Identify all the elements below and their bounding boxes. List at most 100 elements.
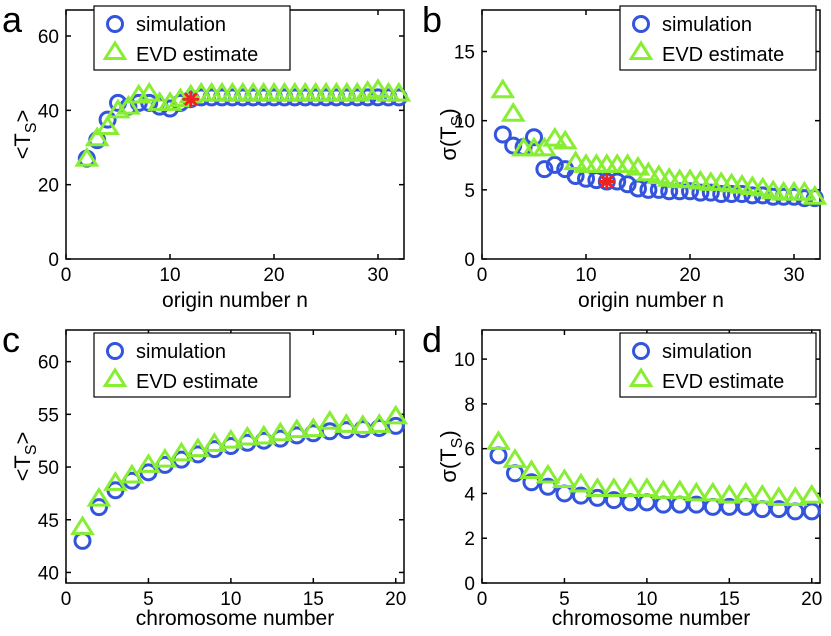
data-point-evd bbox=[168, 441, 194, 462]
data-point-evd bbox=[683, 481, 709, 502]
legend-marker-evd bbox=[102, 367, 128, 387]
data-point-evd bbox=[136, 81, 162, 102]
data-point-simulation bbox=[89, 498, 108, 517]
y-tick-label: 2 bbox=[464, 529, 475, 550]
data-point-evd bbox=[749, 483, 775, 504]
data-point-simulation bbox=[525, 128, 543, 147]
data-point-evd bbox=[218, 428, 244, 449]
x-tick-label: 5 bbox=[143, 589, 154, 610]
y-tick-label: 40 bbox=[38, 563, 59, 584]
y-axis-label: <TS> bbox=[10, 110, 40, 160]
data-point-evd bbox=[502, 448, 528, 468]
x-tick-label: 0 bbox=[61, 265, 72, 286]
data-point-evd bbox=[568, 472, 594, 493]
data-point-simulation bbox=[386, 416, 405, 435]
y-tick-label: 0 bbox=[464, 574, 475, 595]
series-evd-estimate bbox=[74, 78, 412, 167]
y-tick-label: 5 bbox=[464, 181, 475, 202]
y-tick-label: 55 bbox=[38, 405, 59, 426]
data-point-evd bbox=[185, 437, 211, 458]
x-tick-label: 10 bbox=[575, 265, 596, 286]
highlight-star bbox=[598, 173, 616, 191]
data-point-evd bbox=[70, 515, 95, 536]
x-tick-label: 0 bbox=[477, 589, 488, 610]
data-point-simulation bbox=[736, 497, 755, 516]
y-tick-label: 60 bbox=[38, 27, 59, 48]
y-tick-label: 10 bbox=[454, 112, 475, 133]
data-point-simulation bbox=[722, 184, 741, 203]
x-tick-label: 5 bbox=[559, 589, 570, 610]
data-point-simulation bbox=[588, 488, 607, 507]
x-tick-label: 10 bbox=[220, 589, 241, 610]
x-tick-label: 30 bbox=[367, 265, 388, 286]
data-point-evd bbox=[646, 164, 672, 184]
highlight-star bbox=[182, 90, 200, 108]
x-axis-label: origin number n bbox=[578, 289, 724, 312]
y-tick-label: 8 bbox=[464, 395, 475, 416]
x-tick-label: 0 bbox=[477, 265, 488, 286]
data-point-evd bbox=[84, 126, 110, 147]
legend-label-simulation: simulation bbox=[662, 341, 752, 363]
data-point-simulation bbox=[654, 495, 673, 514]
data-point-evd bbox=[365, 78, 391, 98]
data-point-evd bbox=[386, 81, 412, 102]
data-point-simulation bbox=[621, 493, 640, 512]
legend-marker-simulation bbox=[632, 342, 650, 360]
data-point-evd bbox=[383, 404, 409, 425]
data-point-simulation bbox=[802, 502, 821, 521]
legend: simulation EVD estimate bbox=[93, 5, 291, 71]
y-axis-label: σ(TS) bbox=[436, 430, 466, 482]
data-point-simulation bbox=[618, 175, 637, 194]
panel-label-c: c bbox=[2, 319, 20, 360]
data-point-evd bbox=[552, 129, 578, 150]
data-point-evd bbox=[542, 126, 568, 147]
data-point-evd bbox=[650, 479, 676, 500]
data-point-evd bbox=[115, 94, 141, 115]
y-tick-label: 60 bbox=[38, 353, 59, 374]
panel-a: a 0 10 20 30 0 20 40 60 origin number n <TS> simula… bbox=[2, 0, 412, 312]
data-point-evd bbox=[486, 430, 511, 450]
data-point-evd bbox=[563, 150, 589, 171]
x-tick-label: 20 bbox=[679, 265, 700, 286]
x-tick-label: 10 bbox=[159, 265, 180, 286]
data-point-evd bbox=[625, 155, 651, 176]
data-point-simulation bbox=[604, 491, 623, 510]
data-point-simulation bbox=[687, 495, 706, 514]
data-point-evd bbox=[74, 146, 100, 167]
data-point-evd bbox=[799, 483, 825, 504]
data-point-evd bbox=[333, 413, 359, 433]
x-tick-label: 20 bbox=[263, 265, 284, 286]
data-point-simulation bbox=[786, 502, 805, 521]
data-point-simulation bbox=[703, 497, 722, 516]
legend: simulation EVD estimate bbox=[619, 332, 817, 398]
data-point-evd bbox=[519, 459, 544, 480]
panel-c: c 0 5 10 15 20 40 45 50 55 60 chromosome number <TS>… bbox=[2, 319, 409, 630]
legend-label-evd: EVD estimate bbox=[136, 371, 258, 393]
data-point-evd bbox=[95, 115, 121, 136]
data-point-evd bbox=[284, 418, 310, 439]
data-point-evd bbox=[531, 136, 557, 157]
data-point-evd bbox=[791, 180, 817, 201]
x-tick-label: 15 bbox=[303, 589, 324, 610]
panel-label-d: d bbox=[422, 319, 442, 360]
x-tick-label: 30 bbox=[783, 265, 804, 286]
x-tick-label: 15 bbox=[719, 589, 740, 610]
series-evd-estimate bbox=[486, 430, 825, 506]
data-point-evd bbox=[750, 176, 776, 197]
x-axis-label: chromosome number bbox=[552, 607, 750, 630]
y-tick-label: 4 bbox=[464, 484, 475, 505]
data-point-evd bbox=[766, 486, 792, 506]
data-point-evd bbox=[136, 453, 161, 473]
y-tick-label: 45 bbox=[38, 511, 59, 532]
x-axis-label: chromosome number bbox=[136, 607, 334, 630]
data-point-evd bbox=[103, 471, 128, 491]
data-point-simulation bbox=[637, 493, 656, 512]
legend-label-evd: EVD estimate bbox=[662, 44, 784, 66]
x-tick-label: 10 bbox=[636, 589, 657, 610]
data-point-evd bbox=[490, 78, 516, 99]
data-point-evd bbox=[601, 477, 627, 497]
x-tick-label: 20 bbox=[385, 589, 406, 610]
legend-marker-simulation bbox=[106, 15, 124, 33]
